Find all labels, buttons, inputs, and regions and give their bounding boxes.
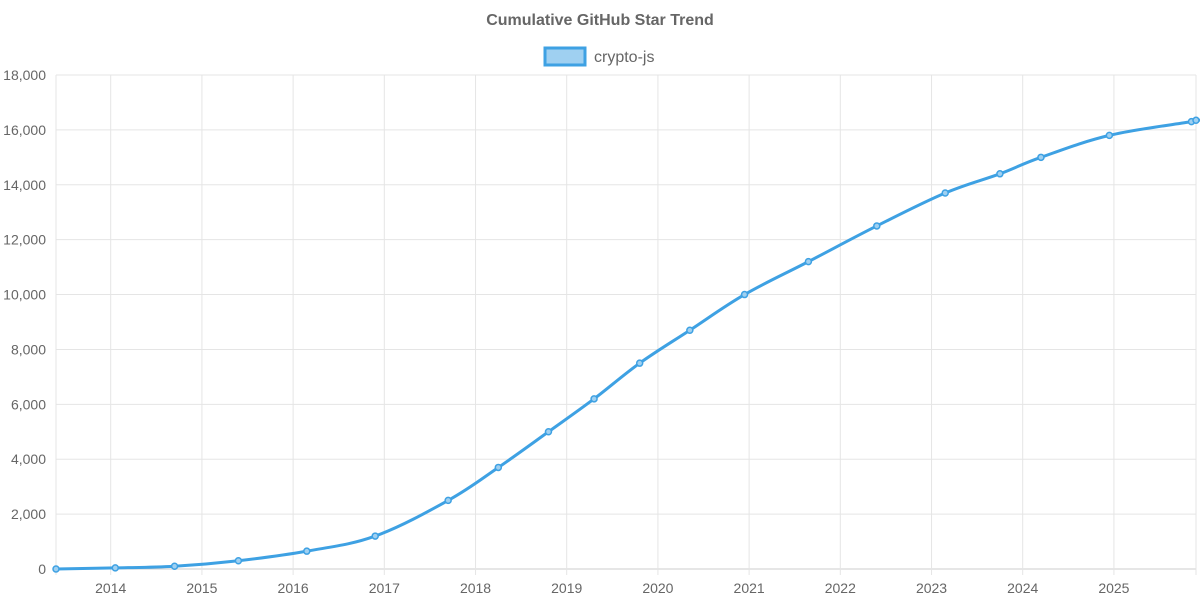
data-point[interactable]	[234, 557, 243, 565]
legend-swatch[interactable]	[543, 46, 587, 67]
data-point[interactable]	[111, 564, 120, 572]
x-tick-label: 2025	[1098, 580, 1129, 596]
data-point[interactable]	[635, 359, 644, 367]
series-line-crypto-js	[54, 118, 1200, 571]
data-point[interactable]	[941, 189, 949, 197]
data-point[interactable]	[170, 562, 179, 571]
data-point[interactable]	[804, 257, 813, 266]
y-tick-label: 4,000	[11, 451, 46, 467]
data-point[interactable]	[1037, 153, 1045, 162]
axes: 0 2,000 4,000 6,000 8,000 10,000 12,000 14,000 1…	[3, 67, 1130, 596]
series	[52, 116, 1200, 573]
y-tick-label: 10,000	[3, 287, 46, 303]
legend-label-crypto-js[interactable]: crypto-js	[594, 49, 654, 66]
data-point[interactable]	[371, 532, 379, 540]
grid	[55, 74, 1197, 575]
x-tick-label: 2017	[369, 580, 400, 596]
data-point[interactable]	[52, 565, 60, 573]
x-tick-label: 2023	[916, 580, 947, 596]
x-tick-label: 2015	[186, 580, 217, 596]
x-tick-label: 2018	[460, 580, 491, 596]
y-tick-label: 18,000	[3, 67, 46, 83]
x-tick-label: 2016	[278, 580, 309, 596]
data-point[interactable]	[444, 496, 452, 505]
data-point[interactable]	[590, 395, 598, 403]
y-tick-label: 2,000	[11, 506, 46, 522]
data-point[interactable]	[494, 463, 503, 472]
x-tick-label: 2014	[95, 580, 126, 596]
data-point[interactable]	[1105, 131, 1114, 140]
legend[interactable]: crypto-js	[543, 46, 654, 67]
y-tick-label: 16,000	[3, 122, 46, 138]
y-tick-label: 8,000	[11, 341, 46, 357]
y-tick-label: 14,000	[3, 177, 46, 193]
x-tick-label: 2019	[551, 580, 582, 596]
x-tick-label: 2022	[825, 580, 856, 596]
data-point[interactable]	[303, 547, 311, 555]
data-point[interactable]	[544, 428, 553, 436]
x-tick-label: 2020	[642, 580, 673, 596]
chart-title: Cumulative GitHub Star Trend	[486, 12, 714, 29]
y-tick-label: 0	[38, 561, 46, 577]
data-point[interactable]	[996, 170, 1004, 178]
y-tick-label: 12,000	[3, 232, 46, 248]
x-tick-label: 2024	[1007, 580, 1038, 596]
data-point[interactable]	[1192, 116, 1200, 125]
data-point[interactable]	[740, 290, 749, 299]
data-point[interactable]	[686, 326, 694, 334]
y-tick-label: 6,000	[11, 396, 46, 412]
x-tick-label: 2021	[734, 580, 765, 596]
data-point[interactable]	[873, 222, 881, 230]
